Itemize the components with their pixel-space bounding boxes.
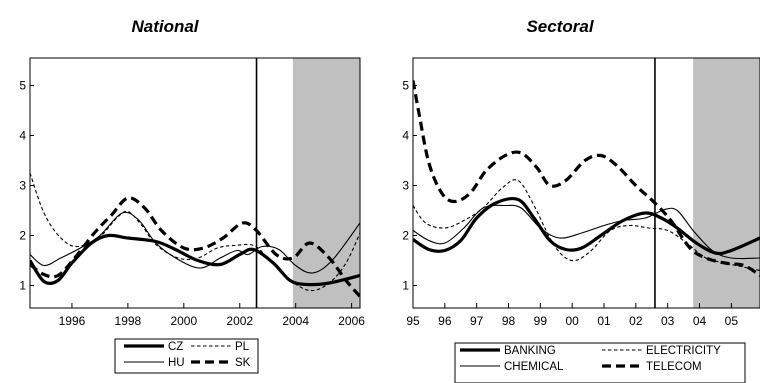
- x-tick-label: 2000: [170, 314, 197, 328]
- y-tick-label: 1: [402, 279, 409, 293]
- plot-frame: [29, 57, 361, 309]
- x-tick-label: 04: [693, 314, 707, 328]
- x-tick-label: 02: [629, 314, 643, 328]
- y-tick-label: 2: [402, 229, 409, 243]
- legend-label-telecom: TELECOM: [646, 361, 702, 373]
- y-tick-label: 4: [19, 129, 26, 143]
- x-tick-label: 99: [534, 314, 548, 328]
- y-tick-label: 5: [402, 79, 409, 93]
- x-tick-label: 97: [470, 314, 484, 328]
- y-tick-label: 5: [19, 79, 26, 93]
- y-tick-label: 2: [19, 229, 26, 243]
- legend: CZ PL HU SK: [114, 338, 259, 374]
- panel-sectoral: Sectoral 1 2 3 4 5 95 96 97 98 99 00 01 02 03 04 05 BANKI…: [402, 17, 760, 383]
- legend: BANKING ELECTRICITY CHEMICAL TELECOM: [454, 342, 746, 383]
- series-line-sk: [30, 196, 360, 298]
- series-line-banking: [413, 196, 760, 256]
- x-tick-label: 00: [565, 314, 579, 328]
- x-tick-label: 03: [661, 314, 675, 328]
- series-line-pl: [30, 172, 360, 292]
- plot-frame: [412, 57, 760, 309]
- x-tick-label: 96: [438, 314, 452, 328]
- legend-label-cz: CZ: [168, 341, 183, 353]
- x-tick-label: 95: [406, 314, 420, 328]
- y-tick-label: 4: [402, 129, 409, 143]
- legend-frame: [454, 342, 746, 383]
- legend-label-chemical: CHEMICAL: [504, 361, 564, 373]
- x-tick-label: 05: [725, 314, 739, 328]
- panel-national: National 1 2 3 4 5 1996 1998 2000 2002 2004 2006 CZ P…: [19, 17, 365, 374]
- legend-label-pl: PL: [235, 341, 250, 353]
- legend-label-electricity: ELECTRICITY: [646, 345, 721, 357]
- series-line-chemical: [413, 204, 760, 260]
- forecast-shaded-region: [693, 58, 760, 308]
- y-tick-label: 1: [19, 279, 26, 293]
- chart-title-national: National: [131, 17, 199, 36]
- x-tick-label: 01: [597, 314, 611, 328]
- series-line-hu: [30, 211, 360, 274]
- x-tick-label: 1996: [59, 314, 86, 328]
- chart-title-sectoral: Sectoral: [526, 17, 594, 36]
- legend-label-banking: BANKING: [504, 345, 556, 357]
- x-tick-label: 2002: [226, 314, 253, 328]
- x-tick-label: 2006: [338, 314, 365, 328]
- x-tick-label: 2004: [282, 314, 309, 328]
- y-tick-label: 3: [402, 179, 409, 193]
- series-line-telecom: [413, 80, 760, 277]
- legend-label-hu: HU: [168, 357, 185, 369]
- x-tick-label: 1998: [115, 314, 142, 328]
- x-tick-label: 98: [502, 314, 516, 328]
- y-tick-label: 3: [19, 179, 26, 193]
- legend-label-sk: SK: [235, 357, 251, 369]
